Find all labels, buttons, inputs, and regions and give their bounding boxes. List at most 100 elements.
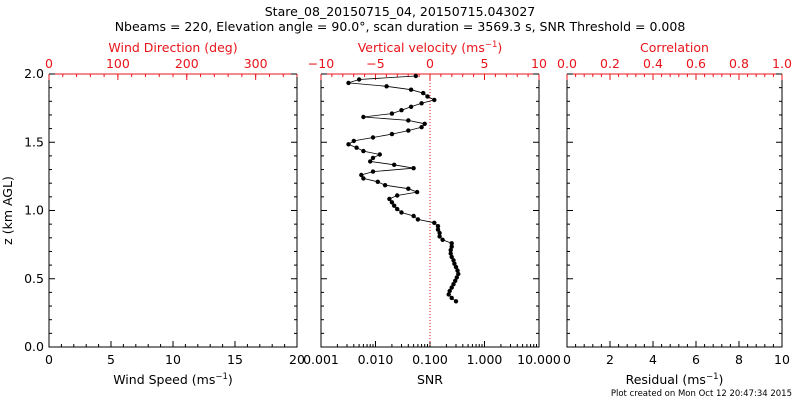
bottom-tick-label: 4: [649, 352, 657, 367]
figure-title: Stare_08_20150715_04, 20150715.043027: [265, 4, 536, 19]
snr-point: [389, 111, 395, 116]
snr-point: [370, 169, 376, 174]
top-tick-label: 0: [426, 56, 434, 71]
y-axis-label: z (km AGL): [0, 176, 15, 245]
snr-point: [406, 186, 411, 191]
snr-point: [435, 227, 441, 232]
bottom-tick-label: 5: [107, 352, 115, 367]
snr-point: [453, 264, 459, 270]
snr-point: [377, 152, 382, 157]
top-tick-label: 0.4: [643, 56, 663, 71]
top-tick-label: −10: [308, 56, 334, 71]
snr-point: [361, 114, 366, 120]
top-tick-label: 0.6: [686, 56, 706, 71]
snr-point: [421, 90, 426, 96]
wind-panel: 0 5 10 15 20 Wind Speed (ms−1) 0 100 200 300 Wind …: [0, 40, 305, 387]
snr-point: [359, 172, 364, 178]
snr-point: [399, 210, 404, 215]
snr-point: [413, 73, 418, 79]
top-tick-label: 0.8: [729, 56, 749, 71]
snr-point: [425, 94, 430, 99]
top-tick-label: 0: [45, 56, 53, 71]
snr-point: [440, 237, 445, 242]
bottom-tick-label: 20: [289, 352, 305, 367]
snr-point: [370, 155, 376, 161]
y-tick-label: 1.0: [24, 203, 44, 218]
snr-point: [448, 251, 453, 256]
y-tick-label: 0.5: [24, 271, 44, 286]
snr-point: [384, 84, 389, 89]
top-tick-label: 300: [244, 56, 268, 71]
snr-point: [437, 234, 442, 239]
snr-point: [419, 125, 424, 130]
snr-point: [451, 282, 456, 287]
snr-point: [456, 271, 461, 277]
plot-credit: Plot created on Mon Oct 12 20:47:34 2015: [611, 389, 792, 399]
axis-frame: [48, 74, 298, 348]
bottom-tick-label: 0.010: [358, 352, 394, 367]
snr-point: [454, 275, 459, 280]
y-tick-label: 1.5: [24, 134, 44, 149]
bottom-tick-label: 0.100: [412, 352, 448, 367]
bottom-tick-label: 0: [45, 352, 53, 367]
y-tick-label: 0.0: [24, 339, 44, 354]
snr-point: [392, 203, 397, 208]
snr-point: [395, 206, 400, 212]
snr-point: [419, 101, 424, 106]
snr-point: [447, 288, 452, 294]
top-axis-label: Wind Direction (deg): [108, 40, 237, 55]
snr-point: [414, 189, 420, 195]
snr-point: [437, 230, 442, 236]
snr-point: [354, 145, 359, 150]
bottom-tick-label: 0: [563, 352, 571, 367]
bottom-tick-label: 10: [774, 352, 790, 367]
snr-point: [392, 162, 397, 167]
top-tick-label: 200: [175, 56, 199, 71]
snr-point: [453, 299, 459, 304]
snr-point: [432, 220, 437, 225]
top-tick-label: 5: [481, 56, 489, 71]
snr-point: [435, 224, 441, 229]
snr-point: [346, 80, 351, 86]
snr-point: [422, 121, 427, 127]
snr-point: [382, 183, 388, 188]
top-tick-label: −5: [366, 56, 384, 71]
figure-subtitle: Nbeams = 220, Elevation angle = 90.0°, s…: [115, 19, 686, 34]
bottom-tick-label: 2: [606, 352, 614, 367]
snr-point: [448, 247, 453, 253]
snr-point: [408, 87, 414, 92]
snr-point: [446, 292, 451, 297]
snr-point: [411, 166, 416, 171]
snr-point: [368, 159, 373, 164]
snr-point: [451, 258, 456, 263]
snr-point: [455, 268, 460, 273]
bottom-tick-label: 8: [735, 352, 743, 367]
bottom-tick-label: 1.000: [467, 352, 503, 367]
bottom-axis-label: Wind Speed (ms−1): [113, 372, 233, 387]
snr-point: [406, 118, 411, 123]
snr-point: [449, 244, 454, 249]
snr-point: [351, 138, 356, 144]
snr-point: [346, 142, 351, 147]
bottom-tick-label: 10: [165, 352, 181, 367]
snr-point: [408, 104, 414, 110]
bottom-tick-label: 15: [227, 352, 243, 367]
snr-point: [415, 217, 421, 222]
snr-point: [370, 135, 376, 140]
snr-point: [449, 285, 454, 290]
snr-point: [406, 128, 411, 133]
snr-point: [411, 213, 416, 219]
snr-point: [453, 278, 458, 283]
snr-point: [389, 131, 395, 137]
snr-point: [449, 295, 454, 301]
bottom-tick-label: 0.001: [303, 352, 339, 367]
bottom-tick-label: 10.000: [517, 352, 561, 367]
snr-point: [452, 261, 457, 266]
top-tick-label: 100: [106, 56, 130, 71]
snr-point: [361, 176, 366, 181]
bottom-axis-label: Residual (ms−1): [626, 372, 724, 387]
snr-point: [389, 200, 395, 205]
snr-point: [387, 196, 392, 202]
correlation-residual-panel: 0 2 4 6 8 10 Residual (ms−1) 0.0 0.2 0.4 0.6 0.8 1.0…: [557, 40, 792, 387]
